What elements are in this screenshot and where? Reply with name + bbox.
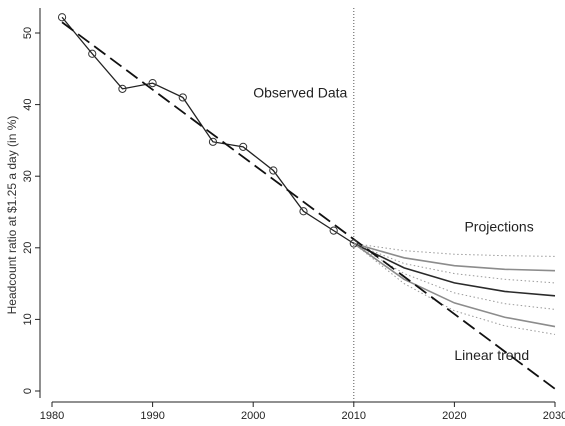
x-tick-label: 2020: [442, 410, 466, 422]
projection-line: [353, 243, 556, 284]
observed-point: [57, 13, 67, 22]
projection-line: [353, 243, 556, 310]
observed-point: [118, 84, 127, 93]
x-ticks: 1980 1990 2000 2010 2020 2030: [40, 402, 565, 422]
projection-line: [353, 242, 556, 328]
observed-data-line: [61, 16, 355, 245]
y-tick-label: 0: [22, 388, 34, 394]
annotation-label: Observed Data: [253, 84, 347, 100]
y-tick-label: 10: [22, 313, 34, 325]
x-tick-label: 1980: [40, 410, 64, 422]
y-tick-label: 50: [22, 27, 34, 39]
y-tick-label: 20: [22, 242, 34, 254]
annotation-label: Projections: [464, 218, 533, 234]
linear-trend-line: [61, 21, 556, 390]
annotations: Observed Data Projections Linear trend: [253, 84, 534, 363]
projection-line: [353, 243, 556, 257]
projection-lines: [353, 242, 556, 335]
projection-line: [353, 242, 556, 272]
observed-point: [208, 137, 218, 146]
observed-markers: [57, 13, 358, 248]
x-tick-label: 1990: [140, 410, 164, 422]
y-tick-label: 30: [22, 170, 34, 182]
observed-point: [349, 239, 358, 248]
observed-point: [178, 93, 187, 102]
annotation-label: Linear trend: [454, 347, 529, 363]
x-tick-label: 2000: [241, 410, 265, 422]
x-tick-label: 2010: [342, 410, 366, 422]
y-axis-title: Headcount ratio at $1.25 a day (in %): [5, 115, 19, 315]
observed-point: [239, 142, 248, 151]
observed-point: [148, 79, 157, 88]
y-tick-label: 40: [22, 98, 34, 110]
projection-line: [353, 242, 556, 297]
observed-point: [329, 226, 338, 235]
y-ticks: 0 10 20 30 40 50: [22, 27, 40, 394]
observed-point: [269, 166, 278, 175]
observed-point: [299, 207, 308, 216]
x-tick-label: 2030: [543, 410, 565, 422]
series-lines: [61, 16, 556, 390]
y-axis-title-box: Headcount ratio at $1.25 a day (in %): [3, 60, 21, 370]
observed-point: [88, 49, 97, 58]
